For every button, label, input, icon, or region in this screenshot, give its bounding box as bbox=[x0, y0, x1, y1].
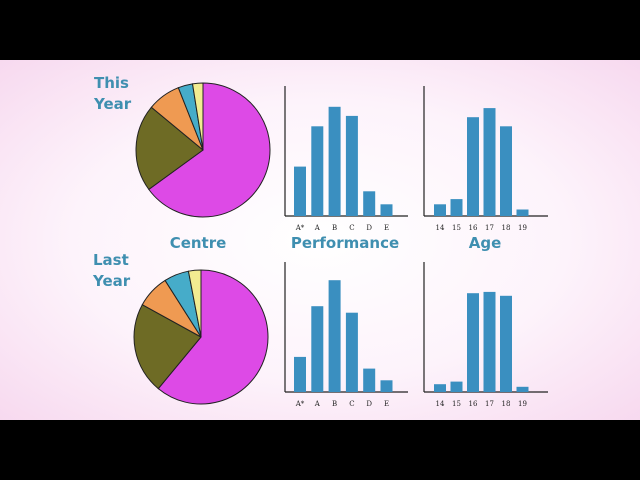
performance_last_year-tick-label-6: E bbox=[384, 400, 389, 408]
age_last_year-bar-17 bbox=[483, 291, 496, 392]
age_this_year-tick-label-1: 14 bbox=[436, 224, 445, 232]
performance_this_year-bar-C bbox=[345, 115, 358, 216]
performance_last_year-tick-label-3: B bbox=[332, 400, 337, 408]
performance_last_year-bar-D bbox=[363, 368, 376, 392]
age_last_year-tick-label-6: 19 bbox=[518, 400, 527, 408]
performance_this_year-bar-A bbox=[311, 126, 324, 216]
centre_this_year-slice-5 bbox=[191, 82, 204, 151]
performance_last_year-tick-label-1: A* bbox=[295, 400, 305, 408]
age-label: Age bbox=[468, 234, 502, 252]
performance_last_year-bar-A bbox=[311, 306, 324, 392]
age_last_year-bar-16 bbox=[467, 293, 479, 392]
performance_this_year-tick-label-5: D bbox=[366, 224, 372, 232]
this-year-label-line-1: This bbox=[94, 74, 129, 92]
age_this_year-bar-18 bbox=[500, 126, 512, 216]
age_this_year-bar-15 bbox=[450, 199, 463, 216]
performance_this_year-tick-label-1: A* bbox=[295, 224, 305, 232]
last-year-label-line-1: Last bbox=[93, 251, 129, 269]
age_last_year-tick-label-5: 18 bbox=[502, 400, 511, 408]
performance_this_year-bar-B bbox=[328, 106, 341, 216]
performance_this_year-tick-label-3: B bbox=[332, 224, 337, 232]
age_this_year-bar-16 bbox=[467, 117, 479, 216]
age_last_year-tick-label-3: 16 bbox=[469, 400, 478, 408]
this-year-label-line-2: Year bbox=[94, 95, 132, 113]
performance_this_year-tick-label-4: C bbox=[349, 224, 354, 232]
age_this_year-tick-label-2: 15 bbox=[452, 224, 461, 232]
performance_last_year-bar-C bbox=[345, 312, 358, 392]
last-year-label-line-2: Year bbox=[93, 272, 131, 290]
last-year-label: Last Year bbox=[93, 250, 130, 292]
age_this_year-bar-17 bbox=[483, 108, 496, 216]
age_last_year-bar-15 bbox=[450, 381, 463, 392]
performance_this_year-bar-A* bbox=[294, 166, 306, 216]
age_this_year-tick-label-3: 16 bbox=[469, 224, 478, 232]
age_last_year-tick-label-2: 15 bbox=[452, 400, 461, 408]
age_last_year-bar-19 bbox=[516, 386, 529, 392]
this-year-label: This Year bbox=[94, 73, 131, 115]
age_this_year-tick-label-4: 17 bbox=[485, 224, 494, 232]
performance-label: Performance bbox=[290, 234, 400, 252]
age_last_year-bar-14 bbox=[434, 384, 446, 392]
age_this_year-bar-19 bbox=[516, 209, 529, 216]
performance_this_year-bar-E bbox=[380, 204, 393, 216]
age_this_year-bar-14 bbox=[434, 204, 446, 216]
performance_last_year-bar-B bbox=[328, 280, 341, 392]
age_this_year-tick-label-6: 19 bbox=[518, 224, 527, 232]
age_last_year-bar-18 bbox=[500, 295, 512, 392]
centre_last_year-slice-5 bbox=[187, 269, 202, 338]
age_last_year-tick-label-4: 17 bbox=[485, 400, 494, 408]
centre_this_year-slice-1 bbox=[148, 82, 271, 218]
centre_last_year-slice-1 bbox=[157, 269, 269, 405]
performance_last_year-tick-label-2: A bbox=[314, 400, 321, 408]
centre_this_year-slice-2 bbox=[135, 106, 204, 191]
performance_this_year-tick-label-2: A bbox=[314, 224, 321, 232]
performance_last_year-bar-E bbox=[380, 380, 393, 392]
age_last_year-tick-label-1: 14 bbox=[436, 400, 445, 408]
performance_last_year-tick-label-5: D bbox=[366, 400, 372, 408]
centre-label: Centre bbox=[169, 234, 227, 252]
performance_this_year-tick-label-6: E bbox=[384, 224, 389, 232]
performance_last_year-bar-A* bbox=[294, 356, 306, 392]
age_this_year-tick-label-5: 18 bbox=[502, 224, 511, 232]
performance_this_year-bar-D bbox=[363, 191, 376, 216]
performance_last_year-tick-label-4: C bbox=[349, 400, 354, 408]
centre_last_year-slice-2 bbox=[133, 304, 202, 390]
